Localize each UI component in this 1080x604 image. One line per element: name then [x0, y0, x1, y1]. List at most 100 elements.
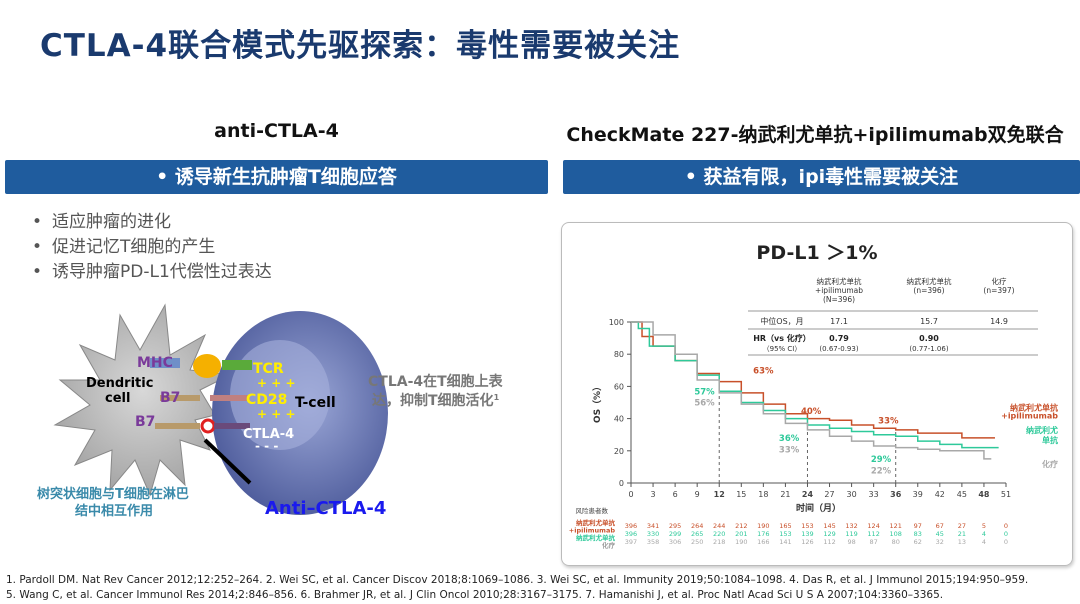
legend-label: 纳武利尤单抗	[1010, 403, 1058, 413]
x-tick-label: 45	[957, 490, 967, 499]
risk-count: 5	[982, 522, 986, 530]
x-tick-label: 18	[758, 490, 768, 499]
risk-label: 纳武利尤单抗	[576, 533, 616, 542]
legend-label: 化疗	[1042, 459, 1058, 469]
legend-label: +ipilimumab	[1001, 412, 1058, 421]
landmark-label: 40%	[801, 407, 822, 417]
t-cell-label: T-cell	[295, 395, 336, 411]
diagram-caption: 树突状细胞与T细胞在淋巴	[37, 486, 189, 502]
table-row-label: 中位OS，月	[760, 316, 803, 326]
risk-count: 4	[982, 530, 986, 538]
risk-count: 112	[867, 530, 879, 538]
x-tick-label: 9	[695, 490, 700, 499]
dendritic-cell-shape	[53, 303, 232, 497]
risk-count: 119	[845, 530, 857, 538]
x-tick-label: 30	[846, 490, 856, 499]
survival-curve	[631, 321, 992, 460]
risk-count: 67	[936, 522, 944, 530]
risk-count: 21	[958, 530, 966, 538]
risk-label: 纳武利尤单抗	[576, 518, 616, 527]
risk-count: 124	[867, 522, 879, 530]
x-tick-label: 24	[802, 490, 814, 499]
landmark-label: 33%	[878, 416, 899, 426]
x-tick-label: 12	[714, 490, 725, 499]
risk-label: +ipilimumab	[569, 527, 616, 535]
risk-title: 风险患者数	[576, 506, 609, 515]
left-heading: anti-CTLA-4	[214, 120, 339, 142]
risk-count: 62	[914, 538, 922, 546]
landmark-label: 33%	[779, 445, 800, 455]
y-tick-label: 20	[614, 447, 624, 456]
risk-count: 83	[914, 530, 922, 538]
table-cell: 0.79	[829, 334, 849, 343]
table-cell: 14.9	[990, 317, 1008, 326]
y-tick-label: 80	[614, 350, 624, 359]
risk-count: 27	[958, 522, 966, 530]
table-header: +ipilimumab	[815, 286, 863, 295]
table-header: (n=396)	[913, 286, 944, 295]
y-axis-label: OS（%）	[592, 382, 603, 423]
risk-count: 190	[735, 538, 747, 546]
risk-count: 220	[713, 530, 725, 538]
right-banner: • 获益有限，ipi毒性需要被关注	[563, 160, 1080, 194]
table-header: 纳武利尤单抗	[817, 276, 862, 286]
x-tick-label: 27	[824, 490, 834, 499]
x-tick-label: 6	[673, 490, 678, 499]
bullet-item: 促进记忆T细胞的产生	[32, 235, 272, 260]
risk-count: 129	[823, 530, 835, 538]
landmark-label: 36%	[779, 434, 800, 444]
plus-signs: + + +	[257, 407, 296, 421]
risk-count: 201	[735, 530, 747, 538]
cell-interaction-diagram: MHC TCR + + + CD28 + + + B7 B7 CTLA-4 - …	[37, 303, 504, 519]
antibody-icon	[200, 418, 216, 434]
risk-count: 218	[713, 538, 725, 546]
km-chart: 纳武利尤单抗+ipilimumab(N=396)纳武利尤单抗(n=396)化疗(…	[569, 276, 1059, 550]
risk-count: 306	[669, 538, 681, 546]
x-tick-label: 33	[869, 490, 879, 499]
x-tick-label: 51	[1001, 490, 1011, 499]
b7-label: B7	[135, 414, 155, 430]
landmark-label: 56%	[694, 399, 715, 409]
bullet-item: 适应肿瘤的进化	[32, 210, 272, 235]
risk-count: 396	[625, 522, 637, 530]
risk-label: 化疗	[602, 541, 616, 550]
x-tick-label: 36	[890, 490, 902, 499]
x-tick-label: 15	[736, 490, 746, 499]
risk-count: 265	[691, 530, 703, 538]
table-cell: 15.7	[920, 317, 938, 326]
table-header: 化疗	[992, 276, 1007, 286]
antigen-icon	[193, 354, 221, 378]
y-tick-label: 100	[609, 318, 624, 327]
left-banner: • 诱导新生抗肿瘤T细胞应答	[5, 160, 548, 194]
risk-count: 13	[958, 538, 966, 546]
dendritic-label: Dendritic	[86, 376, 153, 391]
b7-label: B7	[160, 390, 180, 406]
risk-count: 0	[1004, 530, 1008, 538]
survival-curve	[631, 321, 995, 439]
chart-title: PD-L1 ＞1%	[756, 242, 878, 264]
risk-count: 126	[801, 538, 813, 546]
ctla4-note: CTLA-4在T细胞上表	[368, 373, 504, 390]
bullet-item: 诱导肿瘤PD-L1代偿性过表达	[32, 260, 272, 285]
risk-count: 153	[779, 530, 791, 538]
plus-signs: + + +	[257, 376, 296, 390]
landmark-label: 57%	[694, 387, 715, 397]
survival-curve	[631, 321, 999, 449]
table-row-label: HR（vs 化疗）	[753, 333, 811, 343]
risk-count: 97	[914, 522, 922, 530]
x-tick-label: 39	[913, 490, 923, 499]
x-tick-label: 42	[935, 490, 945, 499]
risk-count: 121	[889, 522, 901, 530]
risk-count: 264	[691, 522, 703, 530]
bullet-list: 适应肿瘤的进化 促进记忆T细胞的产生 诱导肿瘤PD-L1代偿性过表达	[32, 210, 272, 285]
risk-count: 212	[735, 522, 747, 530]
risk-count: 4	[982, 538, 986, 546]
ctla4-label: CTLA-4	[243, 427, 294, 442]
arrow-icon	[203, 438, 252, 485]
risk-count: 295	[669, 522, 681, 530]
table-row-label: （95% CI）	[763, 345, 802, 353]
risk-count: 145	[823, 522, 835, 530]
x-tick-label: 0	[628, 490, 633, 499]
x-tick-label: 48	[978, 490, 990, 499]
risk-count: 396	[625, 530, 637, 538]
